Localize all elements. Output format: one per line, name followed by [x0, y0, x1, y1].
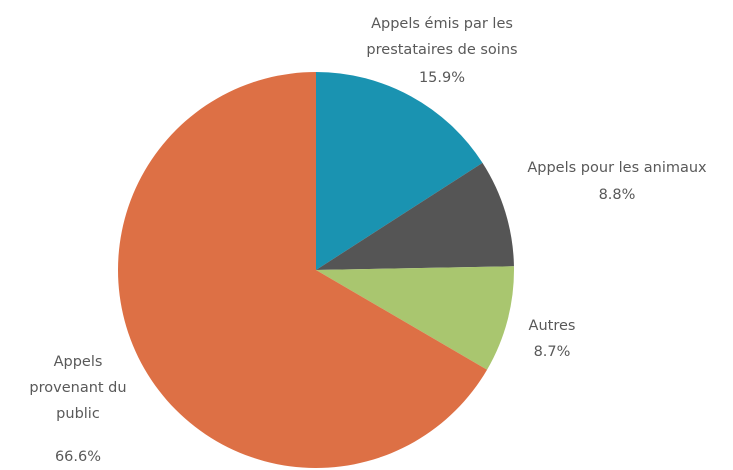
slice-label: Appels pour les animaux [527, 160, 707, 176]
pie-slice [316, 266, 514, 370]
slice-label: Appels provenant du public [29, 354, 127, 422]
pie-slice [316, 72, 483, 270]
slice-label: Appels émis par les prestataires de soin… [366, 16, 518, 58]
pie-slice [316, 162, 514, 270]
slice-value-label: 15.9% [418, 70, 466, 86]
slice-value-label: 66.6% [54, 449, 102, 465]
slice-value-label: 8.8% [598, 187, 636, 203]
pie-slice [117, 72, 488, 468]
slice-value-label: 8.7% [533, 344, 571, 360]
slice-label: Autres [528, 318, 576, 334]
